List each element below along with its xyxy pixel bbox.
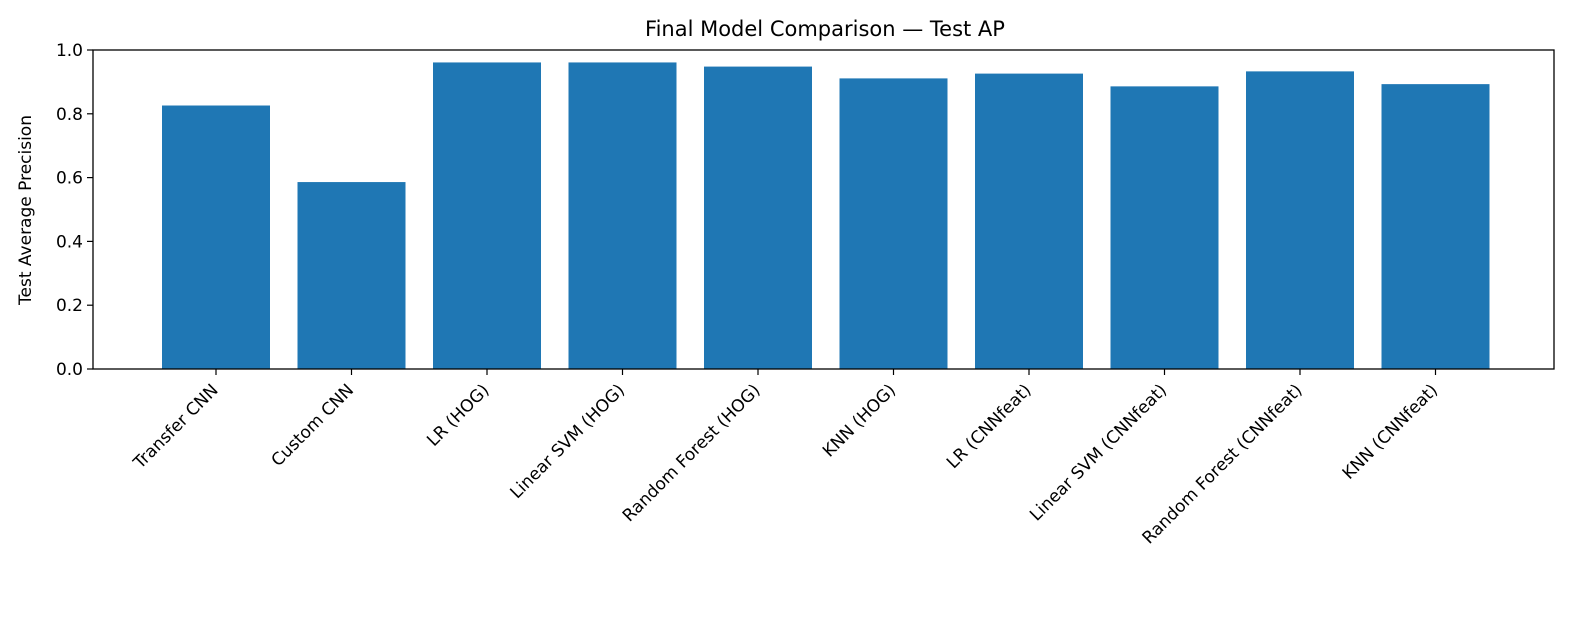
x-tick-label: LR (CNNfeat): [943, 380, 1035, 472]
bar-5: [839, 78, 948, 370]
x-tick-label: Random Forest (HOG): [619, 380, 765, 526]
x-tick-label: Custom CNN: [268, 380, 358, 470]
x-tick-label: Linear SVM (HOG): [506, 380, 629, 503]
bars-group: [162, 62, 1490, 370]
bar-9: [1381, 84, 1490, 370]
y-tick-label: 1.0: [56, 41, 83, 61]
chart-title: Final Model Comparison — Test AP: [645, 17, 1005, 41]
y-tick-label: 0.4: [56, 232, 83, 252]
y-tick-label: 0.2: [56, 296, 83, 316]
x-tick-label: KNN (CNNfeat): [1339, 380, 1442, 483]
bar-1: [297, 182, 406, 369]
x-tick-label: Linear SVM (CNNfeat): [1026, 380, 1171, 525]
y-axis: 0.0 0.2 0.4 0.6 0.8 1.0: [56, 41, 93, 380]
x-tick-label: KNN (HOG): [819, 380, 900, 461]
x-tick-label: LR (HOG): [423, 380, 493, 450]
bar-0: [162, 105, 270, 370]
y-tick-label: 0.0: [56, 360, 83, 380]
x-tick-label: Random Forest (CNNfeat): [1139, 380, 1307, 548]
bar-6: [975, 73, 1083, 369]
plot-frame: [92, 49, 1555, 370]
bar-7: [1110, 86, 1219, 369]
y-axis-label: Test Average Precision: [16, 115, 36, 306]
x-axis: Transfer CNN Custom CNN LR (HOG) Linear SVM…: [129, 369, 1442, 548]
y-tick-label: 0.6: [56, 169, 83, 189]
bar-8: [1246, 71, 1354, 370]
bar-3: [568, 62, 677, 369]
bar-4: [704, 66, 812, 369]
bar-2: [433, 62, 541, 369]
x-tick-label: Transfer CNN: [129, 380, 222, 473]
y-tick-label: 0.8: [56, 105, 83, 125]
